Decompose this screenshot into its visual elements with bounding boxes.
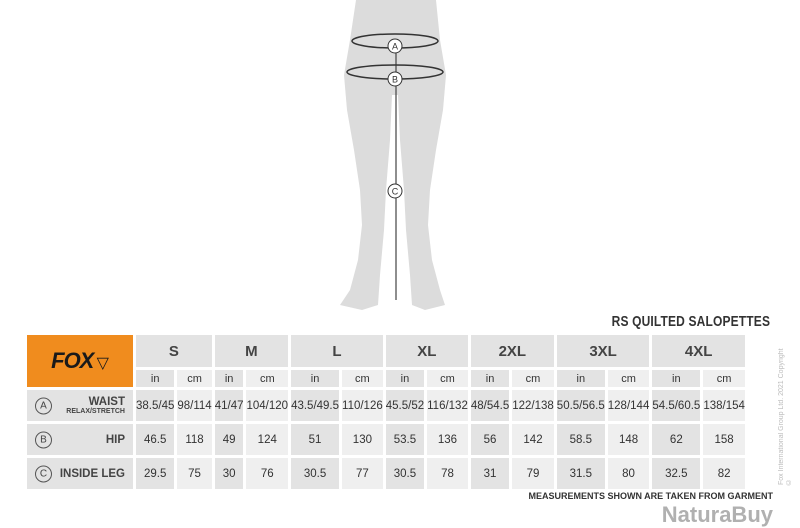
- table-cell: 77: [342, 458, 383, 489]
- svg-text:C: C: [392, 187, 399, 197]
- table-cell: 51: [291, 424, 340, 455]
- table-cell: 116/132: [427, 390, 468, 421]
- size-header: S: [136, 335, 212, 367]
- unit-cm: cm: [342, 370, 383, 387]
- unit-in: in: [470, 370, 510, 387]
- table-cell: 54.5/60.5: [652, 390, 701, 421]
- marker-b-icon: B: [35, 431, 52, 448]
- table-cell: 29.5: [136, 458, 175, 489]
- size-header: 3XL: [556, 335, 650, 367]
- table-cell: 98/114: [177, 390, 212, 421]
- table-cell: 45.5/52: [385, 390, 425, 421]
- footer-note: MEASUREMENTS SHOWN ARE TAKEN FROM GARMEN…: [528, 491, 774, 501]
- table-cell: 78: [427, 458, 468, 489]
- table-cell: 138/154: [703, 390, 745, 421]
- unit-cm: cm: [177, 370, 212, 387]
- table-cell: 158: [703, 424, 745, 455]
- table-cell: 104/120: [246, 390, 289, 421]
- leg-figure-diagram: A B C: [340, 0, 446, 310]
- table-cell: 75: [177, 458, 212, 489]
- table-cell: 30.5: [385, 458, 425, 489]
- unit-cm: cm: [512, 370, 554, 387]
- size-header: L: [291, 335, 383, 367]
- unit-in: in: [136, 370, 175, 387]
- fox-logo: FOX ▽: [27, 335, 133, 387]
- table-cell: 41/47: [214, 390, 244, 421]
- table-cell: 110/126: [342, 390, 383, 421]
- size-header: 4XL: [652, 335, 745, 367]
- row-label-inside-leg: C INSIDE LEG: [27, 458, 133, 489]
- table-cell: 53.5: [385, 424, 425, 455]
- table-cell: 46.5: [136, 424, 175, 455]
- table-cell: 80: [607, 458, 650, 489]
- table-cell: 122/138: [512, 390, 554, 421]
- table-cell: 76: [246, 458, 289, 489]
- table-cell: 50.5/56.5: [556, 390, 605, 421]
- table-cell: 49: [214, 424, 244, 455]
- copyright: Fox International Group Ltd. 2021 Copyri…: [778, 348, 792, 485]
- unit-in: in: [556, 370, 605, 387]
- size-header: M: [214, 335, 289, 367]
- table-cell: 30.5: [291, 458, 340, 489]
- watermark: NaturaBuy: [661, 502, 773, 527]
- size-header: 2XL: [470, 335, 554, 367]
- size-table: FOX ▽ S M L XL 2XL 3XL 4XL in cm in cm in cm i…: [24, 332, 748, 492]
- product-title: RS QUILTED SALOPETTES: [611, 313, 770, 330]
- unit-cm: cm: [246, 370, 289, 387]
- table-cell: 31.5: [556, 458, 605, 489]
- table-cell: 31: [470, 458, 510, 489]
- unit-in: in: [385, 370, 425, 387]
- marker-b: B: [387, 71, 403, 87]
- table-cell: 38.5/45: [136, 390, 175, 421]
- unit-in: in: [291, 370, 340, 387]
- table-cell: 30: [214, 458, 244, 489]
- table-cell: 118: [177, 424, 212, 455]
- table-cell: 48/54.5: [470, 390, 510, 421]
- table-cell: 58.5: [556, 424, 605, 455]
- row-label-hip: B HIP: [27, 424, 133, 455]
- table-cell: 62: [652, 424, 701, 455]
- table-cell: 32.5: [652, 458, 701, 489]
- table-cell: 124: [246, 424, 289, 455]
- svg-text:B: B: [392, 75, 398, 85]
- table-cell: 56: [470, 424, 510, 455]
- unit-cm: cm: [607, 370, 650, 387]
- marker-c: C: [387, 183, 403, 199]
- unit-cm: cm: [427, 370, 468, 387]
- unit-cm: cm: [703, 370, 745, 387]
- table-cell: 136: [427, 424, 468, 455]
- table-cell: 82: [703, 458, 745, 489]
- fox-head-icon: ▽: [96, 355, 109, 372]
- table-cell: 128/144: [607, 390, 650, 421]
- svg-text:A: A: [392, 42, 398, 52]
- table-cell: 130: [342, 424, 383, 455]
- marker-a-icon: A: [35, 397, 52, 414]
- table-cell: 43.5/49.5: [291, 390, 340, 421]
- unit-in: in: [214, 370, 244, 387]
- row-label-waist: A WAIST RELAX/STRETCH: [27, 390, 133, 421]
- unit-in: in: [652, 370, 701, 387]
- marker-a: A: [387, 38, 403, 54]
- table-cell: 142: [512, 424, 554, 455]
- table-cell: 79: [512, 458, 554, 489]
- marker-c-icon: C: [35, 465, 52, 482]
- table-cell: 148: [607, 424, 650, 455]
- size-header: XL: [385, 335, 468, 367]
